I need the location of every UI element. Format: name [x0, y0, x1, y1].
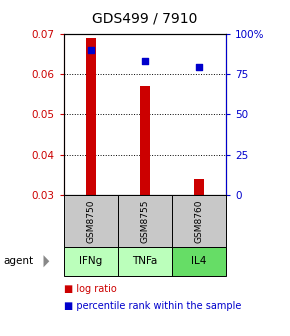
- Bar: [194, 179, 204, 195]
- Text: ■ percentile rank within the sample: ■ percentile rank within the sample: [64, 301, 241, 311]
- Text: IL4: IL4: [191, 256, 207, 266]
- Point: [143, 58, 147, 64]
- Text: agent: agent: [3, 256, 33, 266]
- Point: [197, 65, 202, 70]
- Bar: [140, 86, 150, 195]
- Polygon shape: [44, 255, 49, 267]
- Text: GSM8760: GSM8760: [195, 199, 204, 243]
- Text: TNFa: TNFa: [132, 256, 158, 266]
- Text: ■ log ratio: ■ log ratio: [64, 284, 117, 294]
- Text: GSM8755: GSM8755: [140, 199, 150, 243]
- Text: GSM8750: GSM8750: [86, 199, 95, 243]
- Text: IFNg: IFNg: [79, 256, 102, 266]
- Bar: [86, 38, 96, 195]
- Text: GDS499 / 7910: GDS499 / 7910: [92, 12, 198, 26]
- Point: [88, 47, 93, 52]
